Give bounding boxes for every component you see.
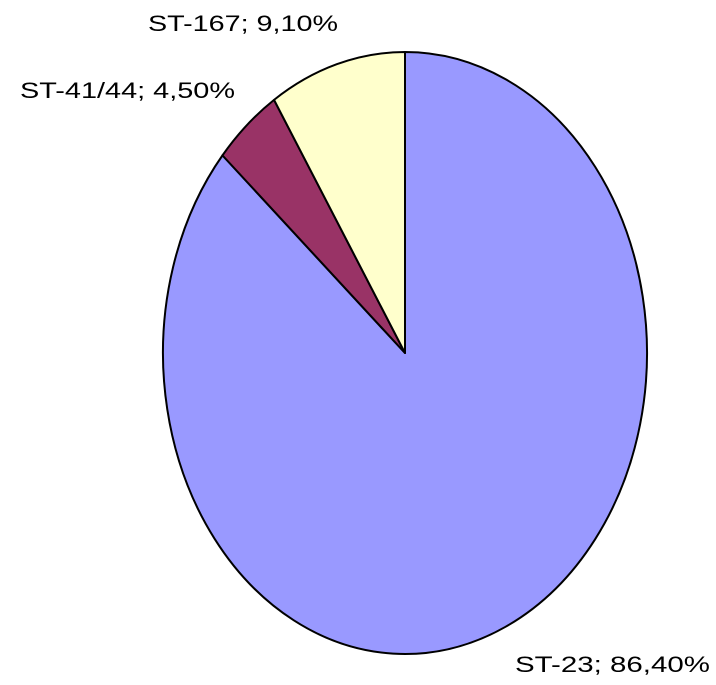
- pie-slice: [273, 51, 406, 354]
- slice-label: ST-23; 86,40%: [515, 652, 710, 677]
- slice-label: ST-167; 9,10%: [148, 11, 338, 36]
- slice-label: ST-41/44; 4,50%: [20, 78, 235, 103]
